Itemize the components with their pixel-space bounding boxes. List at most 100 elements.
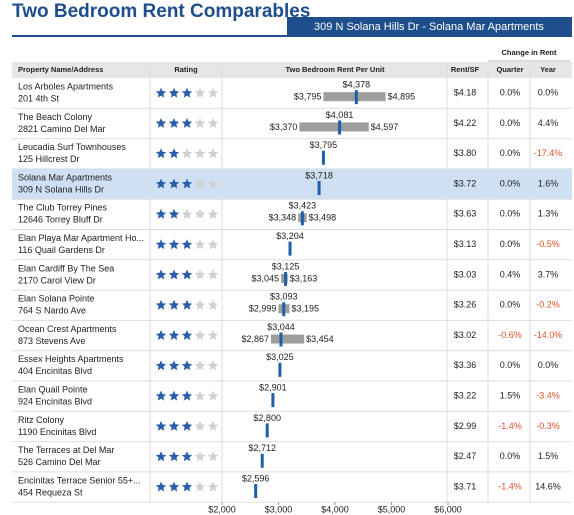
property-name: Elan Quail Pointe — [18, 385, 88, 395]
year-change: 1.5% — [538, 451, 559, 461]
rating-star — [155, 330, 167, 340]
rent-per-sf: $4.18 — [454, 88, 477, 98]
quarter-change: -0.6% — [498, 330, 522, 340]
year-change: -0.5% — [536, 239, 560, 249]
rating-star — [194, 239, 206, 250]
rating-star — [181, 269, 193, 280]
rent-marker — [321, 150, 325, 165]
quarter-change: 0.0% — [500, 360, 521, 370]
rating-star — [207, 299, 219, 310]
x-tick-label: $3,000 — [265, 504, 293, 514]
property-name: The Terraces at Del Mar — [18, 445, 114, 455]
property-address: 873 Stevens Ave — [18, 336, 85, 346]
rent-marker — [279, 332, 283, 347]
rent-low-label: $3,795 — [294, 92, 322, 102]
rating-star — [207, 87, 219, 98]
group-header: Change in Rent — [501, 48, 557, 57]
rent-label: $3,204 — [276, 231, 304, 241]
rent-low-label: $3,348 — [269, 213, 297, 223]
rent-per-sf: $3.80 — [454, 148, 477, 158]
column-header: Two Bedroom Rent Per Unit — [285, 65, 385, 74]
quarter-change: 0.0% — [500, 88, 521, 98]
rent-label: $4,081 — [326, 110, 354, 120]
rating-star — [168, 87, 180, 98]
rating-star — [194, 330, 206, 340]
property-address: 201 4th St — [18, 94, 60, 104]
property-name: Elan Cardiff By The Sea — [18, 263, 114, 273]
rating-star — [194, 87, 206, 98]
year-change: 4.4% — [538, 118, 559, 128]
rent-per-sf: $4.22 — [454, 118, 477, 128]
rating-star — [168, 330, 180, 340]
rating-star — [207, 269, 219, 280]
year-change: -17.4% — [534, 148, 563, 158]
rating-star — [194, 451, 206, 462]
year-change: 3.7% — [538, 269, 559, 279]
property-name: Leucadia Surf Townhouses — [18, 142, 126, 152]
rent-per-sf: $3.26 — [454, 300, 477, 310]
rating-star — [194, 118, 206, 128]
rent-per-sf: $2.47 — [454, 451, 477, 461]
rent-low-label: $2,999 — [249, 304, 277, 314]
year-change: -14.0% — [534, 330, 563, 340]
rating-star — [181, 208, 193, 219]
rent-marker — [278, 362, 282, 377]
rating-star — [168, 269, 180, 280]
rating-star — [194, 360, 206, 371]
rating-star — [168, 451, 180, 462]
property-address: 454 Requeza St — [18, 487, 83, 497]
year-change: 0.0% — [538, 360, 559, 370]
property-address: 1190 Encinitas Blvd — [18, 427, 96, 437]
rent-low-label: $2,867 — [241, 334, 269, 344]
rating-star — [207, 390, 219, 401]
property-name: Ritz Colony — [18, 415, 65, 425]
rent-per-sf: $3.36 — [454, 360, 477, 370]
rent-range — [270, 334, 305, 344]
rent-high-label: $4,895 — [388, 92, 416, 102]
rent-per-sf: $3.72 — [454, 178, 477, 188]
rating-star — [168, 299, 180, 310]
rating-star — [181, 239, 193, 250]
quarter-change: 0.0% — [500, 118, 521, 128]
rating-star — [194, 148, 206, 159]
rent-label: $3,718 — [305, 170, 333, 180]
property-name: Elan Playa Mar Apartment Ho... — [18, 233, 144, 243]
rent-per-sf: $3.02 — [454, 330, 477, 340]
rent-label: $2,712 — [248, 443, 276, 453]
year-change: -0.3% — [536, 421, 560, 431]
rent-marker — [271, 393, 275, 408]
rating-star — [155, 481, 167, 492]
property-name: Ocean Crest Apartments — [18, 324, 117, 334]
rating-star — [155, 269, 167, 280]
rating-star — [168, 360, 180, 371]
quarter-change: 0.0% — [500, 451, 521, 461]
property-address: 2170 Carol View Dr — [18, 275, 96, 285]
rent-per-sf: $3.71 — [454, 481, 477, 491]
quarter-change: -1.4% — [498, 421, 522, 431]
rating-star — [155, 239, 167, 250]
rating-star — [168, 208, 180, 219]
rent-label: $3,125 — [272, 261, 300, 271]
rating-star — [155, 87, 167, 98]
year-change: 1.3% — [538, 209, 559, 219]
rating-star — [155, 118, 167, 128]
rating-star — [181, 330, 193, 340]
rating-star — [194, 299, 206, 310]
year-change: 1.6% — [538, 178, 559, 188]
rating-star — [155, 390, 167, 401]
rating-star — [155, 420, 167, 431]
rating-star — [207, 420, 219, 431]
rating-star — [155, 178, 167, 189]
rating-star — [168, 118, 180, 128]
rent-marker — [282, 302, 286, 317]
subtitle-banner — [287, 17, 572, 37]
quarter-change: 0.0% — [500, 239, 521, 249]
property-address: 309 N Solana Hills Dr — [18, 184, 104, 194]
subtitle: 309 N Solana Hills Dr - Solana Mar Apart… — [314, 21, 544, 33]
x-tick-label: $5,000 — [378, 504, 406, 514]
x-tick-label: $4,000 — [321, 504, 349, 514]
rent-marker — [284, 271, 288, 286]
rating-star — [181, 87, 193, 98]
